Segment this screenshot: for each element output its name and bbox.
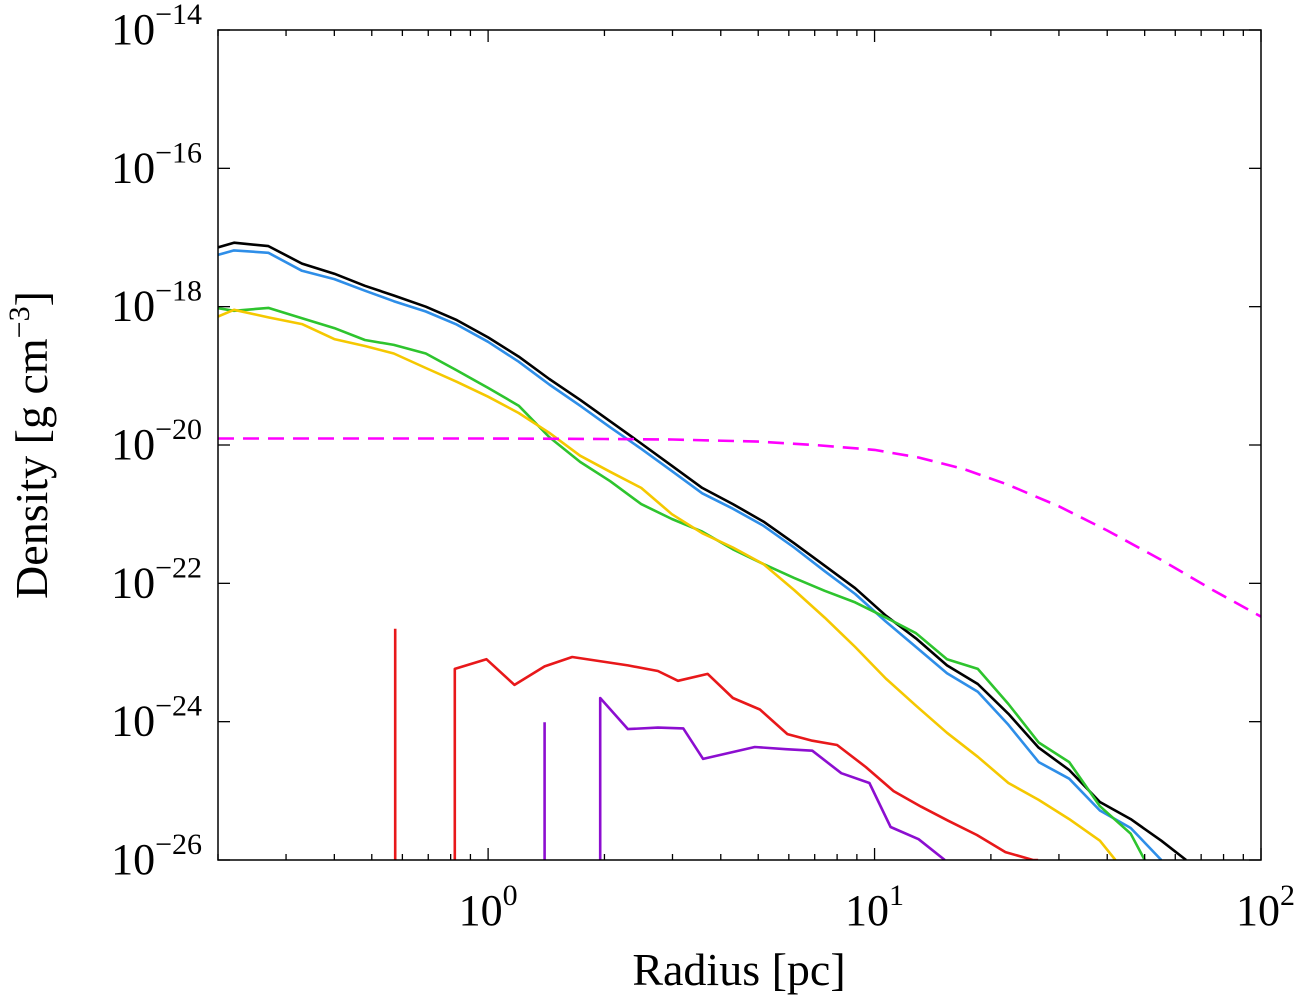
- series-3-line: [218, 308, 1117, 860]
- y-tick-label: 10−20: [111, 413, 202, 469]
- x-tick-label: 101: [845, 879, 904, 935]
- y-tick-label: 10−22: [111, 551, 202, 607]
- ticks-layer: [217, 29, 1262, 861]
- y-axis-title-close: ]: [6, 291, 57, 306]
- y-axis-title-exponent: −3: [3, 306, 36, 338]
- series-4-line-part-1: [453, 655, 1039, 860]
- series-1-line: [218, 249, 1163, 860]
- y-axis-title: Density [g cm−3]: [3, 291, 57, 599]
- y-axis-title-main: Density [g cm: [6, 338, 57, 599]
- y-tick-label: 10−24: [111, 690, 202, 746]
- y-tick-label: 10−16: [111, 136, 202, 192]
- plot-frame: [217, 29, 1262, 861]
- series-6-line: [218, 437, 1261, 618]
- series-layer: [218, 241, 1261, 860]
- x-tick-label: 100: [459, 879, 518, 935]
- y-tick-label: 10−18: [111, 275, 202, 331]
- y-tick-label: 10−14: [111, 0, 202, 54]
- series-5-line-part-1: [598, 696, 946, 860]
- series-2-line: [218, 306, 1146, 860]
- x-axis-title: Radius [pc]: [632, 944, 845, 995]
- y-tick-label: 10−26: [111, 828, 202, 884]
- x-tick-label: 102: [1236, 879, 1295, 935]
- series-0-line: [218, 241, 1187, 860]
- tick-labels-layer: 100 101 102 10−26 10−24 10−22 10−20 10−18 10−16 1…: [111, 0, 1295, 935]
